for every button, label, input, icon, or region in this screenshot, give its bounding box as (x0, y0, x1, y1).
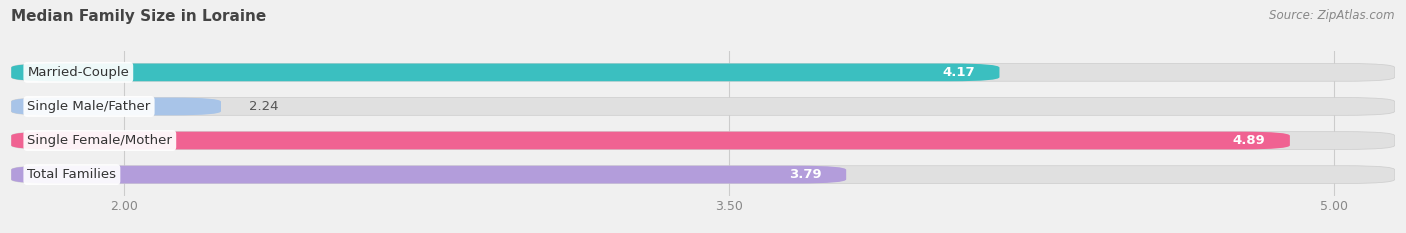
Text: 4.17: 4.17 (942, 66, 976, 79)
Text: Total Families: Total Families (27, 168, 117, 181)
FancyBboxPatch shape (11, 64, 1395, 81)
Text: Single Male/Father: Single Male/Father (27, 100, 150, 113)
Text: Source: ZipAtlas.com: Source: ZipAtlas.com (1270, 9, 1395, 22)
FancyBboxPatch shape (11, 98, 1395, 115)
FancyBboxPatch shape (11, 166, 1395, 183)
FancyBboxPatch shape (11, 132, 1289, 149)
Text: 3.79: 3.79 (789, 168, 823, 181)
Text: Median Family Size in Loraine: Median Family Size in Loraine (11, 9, 267, 24)
Text: 4.89: 4.89 (1233, 134, 1265, 147)
Text: Married-Couple: Married-Couple (27, 66, 129, 79)
Text: 2.24: 2.24 (249, 100, 278, 113)
FancyBboxPatch shape (11, 166, 846, 183)
Text: Single Female/Mother: Single Female/Mother (27, 134, 173, 147)
FancyBboxPatch shape (11, 98, 221, 115)
FancyBboxPatch shape (11, 64, 1000, 81)
FancyBboxPatch shape (11, 132, 1395, 149)
